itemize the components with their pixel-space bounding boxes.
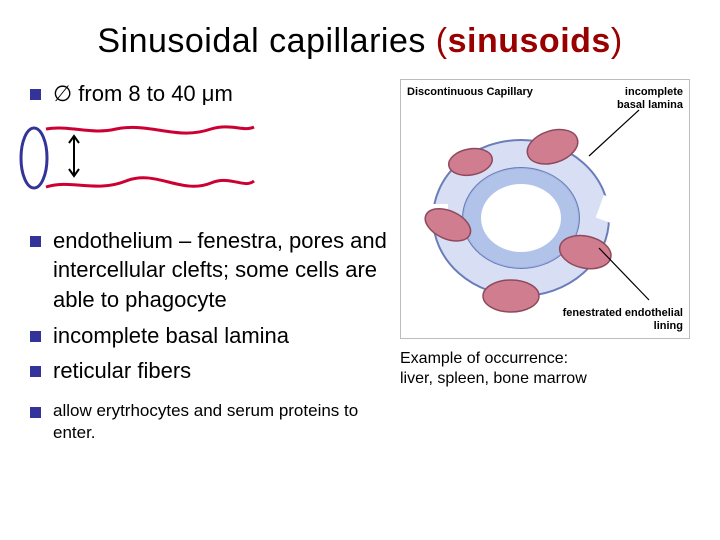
bullet-2-text: endothelium – fenestra, pores and interc… <box>53 226 390 315</box>
diagram-label-bottom-right-2: lining <box>654 320 683 332</box>
bullet-group-2: endothelium – fenestra, pores and interc… <box>30 226 390 386</box>
bullet-square-icon <box>30 89 41 100</box>
title-bracket-close: ) <box>611 22 623 60</box>
diagram-label-bottom-right-1: fenestrated endothelial <box>563 307 683 319</box>
bullet-5-text: allow erytrhocytes and serum proteins to… <box>53 400 390 444</box>
sinusoid-sketch <box>16 119 261 197</box>
bullet-square-icon <box>30 407 41 418</box>
right-column: Discontinuous Capillary incomplete basal… <box>400 79 690 450</box>
diagram-label-top-right-2: basal lamina <box>617 99 683 111</box>
title-bold: sinusoids <box>448 22 611 60</box>
bullet-3: incomplete basal lamina <box>30 321 390 351</box>
slide-title: Sinusoidal capillaries (sinusoids) <box>30 22 690 61</box>
bullet-1-text: ∅ from 8 to 40 μm <box>53 79 233 109</box>
diagram-caption: Example of occurrence: liver, spleen, bo… <box>400 349 690 389</box>
bullet-5: allow erytrhocytes and serum proteins to… <box>30 400 390 444</box>
bullet-2: endothelium – fenestra, pores and interc… <box>30 226 390 315</box>
diagram-label-top-right-1: incomplete <box>625 86 683 98</box>
bullet-4-text: reticular fibers <box>53 356 191 386</box>
diagram-label-top-left: Discontinuous Capillary <box>407 86 533 98</box>
title-pre: Sinusoidal capillaries <box>97 22 435 60</box>
slide: Sinusoidal capillaries (sinusoids) ∅ fro… <box>0 0 720 540</box>
bullet-1: ∅ from 8 to 40 μm <box>30 79 390 109</box>
bullet-square-icon <box>30 236 41 247</box>
bullet-4: reticular fibers <box>30 356 390 386</box>
caption-line-1: Example of occurrence: <box>400 349 690 369</box>
capillary-svg <box>401 80 691 340</box>
caption-line-2: liver, spleen, bone marrow <box>400 369 690 389</box>
bullet-square-icon <box>30 366 41 377</box>
bullet-square-icon <box>30 331 41 342</box>
title-bracket-open: ( <box>436 22 448 60</box>
left-column: ∅ from 8 to 40 μm endothelium – fenestra… <box>30 79 390 450</box>
content-row: ∅ from 8 to 40 μm endothelium – fenestra… <box>30 79 690 450</box>
bullet-3-text: incomplete basal lamina <box>53 321 289 351</box>
capillary-diagram: Discontinuous Capillary incomplete basal… <box>400 79 690 339</box>
